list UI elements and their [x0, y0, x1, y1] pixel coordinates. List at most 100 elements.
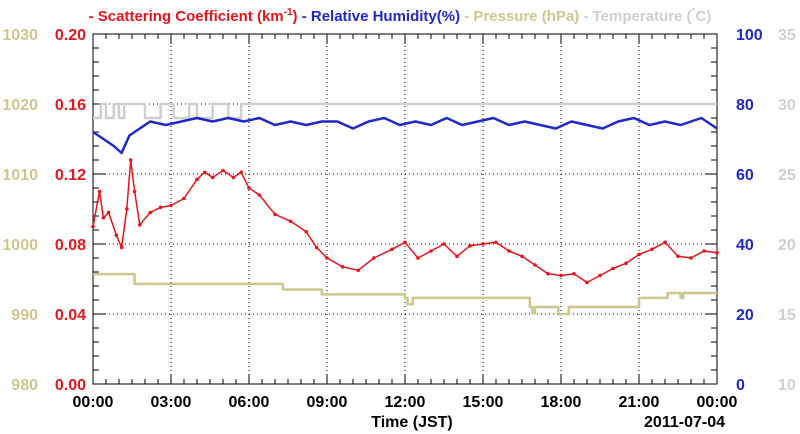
data-point-scattering	[356, 268, 361, 273]
data-point-scattering	[221, 168, 225, 173]
humidity-tick-label: 40	[736, 237, 754, 254]
grid	[93, 34, 717, 384]
humidity-tick-label: 60	[736, 167, 754, 184]
data-point-scattering	[624, 261, 628, 266]
x-tick-label: 06:00	[229, 394, 270, 411]
legend-item-2: - Pressure (hPa)	[460, 8, 579, 25]
data-point-scattering	[520, 254, 524, 259]
data-point-scattering	[585, 280, 589, 285]
data-point-scattering	[119, 245, 124, 250]
legend-item-3: - Temperature (	[579, 8, 691, 25]
pressure-tick-label: 980	[11, 377, 38, 394]
data-point-scattering	[598, 273, 602, 278]
data-point-scattering	[689, 256, 693, 260]
pressure-tick-label: 1020	[2, 97, 38, 114]
data-point-scattering	[114, 233, 119, 238]
data-point-scattering	[138, 223, 142, 227]
data-point-scattering	[128, 158, 133, 162]
x-tick-label: 21:00	[619, 394, 660, 411]
data-point-scattering	[257, 193, 262, 197]
x-tick-label: 03:00	[151, 394, 192, 411]
data-point-scattering	[416, 256, 420, 260]
legend-item-3: C)	[696, 8, 712, 25]
data-point-scattering	[148, 210, 152, 215]
data-point-scattering	[101, 216, 106, 220]
data-point-scattering	[288, 219, 293, 224]
scattering-tick-label: 0.16	[55, 97, 86, 114]
data-point-scattering	[239, 170, 243, 175]
legend-item-0: -1	[284, 7, 293, 18]
pressure-tick-label: 1030	[2, 27, 38, 44]
legend-item-1: - Relative Humidity(%)	[298, 8, 461, 25]
series-line-scattering	[92, 159, 718, 284]
data-point-scattering	[468, 244, 472, 248]
data-point-scattering	[325, 256, 329, 260]
data-point-scattering	[390, 247, 394, 252]
temperature-tick-label: 30	[778, 97, 796, 114]
series-scattering	[91, 158, 719, 285]
data-point-scattering	[231, 175, 236, 180]
series-humidity	[92, 116, 718, 155]
date-label: 2011-07-04	[644, 414, 725, 431]
legend-item-3: °	[692, 7, 696, 18]
scattering-tick-label: 0.00	[55, 377, 86, 394]
legend: - Scattering Coefficient (km-1) - Relati…	[89, 7, 712, 25]
data-point-scattering	[663, 240, 667, 245]
data-point-scattering	[304, 230, 309, 234]
pressure-tick-label: 1000	[2, 237, 38, 254]
data-point-scattering	[481, 242, 485, 246]
data-point-scattering	[533, 263, 537, 267]
x-tick-label: 09:00	[307, 394, 348, 411]
data-point-scattering	[210, 175, 215, 180]
data-point-scattering	[340, 265, 345, 269]
data-point-scattering	[158, 205, 163, 210]
data-point-scattering	[169, 203, 173, 208]
series-line-temperature	[93, 102, 717, 120]
data-point-scattering	[403, 240, 407, 245]
data-point-scattering	[702, 249, 706, 253]
data-point-scattering	[715, 251, 719, 255]
legend-item-0: )	[293, 8, 298, 25]
x-tick-label: 18:00	[541, 394, 582, 411]
scattering-tick-label: 0.04	[55, 307, 86, 324]
temperature-tick-label: 20	[778, 237, 796, 254]
series-line-pressure	[93, 272, 717, 316]
data-point-scattering	[650, 247, 654, 252]
scattering-tick-label: 0.12	[55, 167, 86, 184]
temperature-tick-label: 15	[778, 307, 796, 324]
data-point-scattering	[195, 177, 199, 182]
data-point-scattering	[546, 272, 550, 276]
data-point-scattering	[372, 256, 376, 260]
tick-marks	[92, 33, 718, 385]
scattering-tick-label: 0.20	[55, 27, 86, 44]
data-point-scattering	[455, 254, 459, 259]
data-point-scattering	[611, 266, 615, 271]
temperature-tick-label: 25	[778, 167, 796, 184]
data-point-scattering	[637, 252, 641, 257]
humidity-tick-label: 80	[736, 97, 754, 114]
humidity-tick-label: 20	[736, 307, 754, 324]
series-line-humidity	[92, 116, 718, 155]
humidity-tick-label: 0	[736, 377, 745, 394]
temperature-tick-label: 35	[778, 27, 796, 44]
legend-item-0: - Scattering Coefficient (km	[89, 8, 284, 25]
scattering-tick-label: 0.08	[55, 237, 86, 254]
data-point-scattering	[132, 189, 137, 194]
x-tick-label: 12:00	[385, 394, 426, 411]
x-tick-label: 15:00	[463, 394, 504, 411]
x-axis-label: Time (JST)	[371, 414, 453, 431]
x-tick-label: 00:00	[697, 394, 738, 411]
humidity-tick-label: 100	[736, 27, 763, 44]
data-point-scattering	[676, 254, 680, 259]
data-point-scattering	[247, 186, 251, 190]
x-tick-label: 00:00	[73, 394, 114, 411]
data-point-scattering	[182, 196, 186, 201]
data-point-scattering	[572, 272, 576, 276]
data-point-scattering	[97, 189, 102, 194]
series-pressure	[93, 272, 717, 316]
data-point-scattering	[314, 245, 319, 250]
data-point-scattering	[125, 207, 129, 211]
data-point-scattering	[559, 273, 563, 278]
data-point-scattering	[494, 240, 498, 245]
series-temperature	[93, 102, 717, 120]
